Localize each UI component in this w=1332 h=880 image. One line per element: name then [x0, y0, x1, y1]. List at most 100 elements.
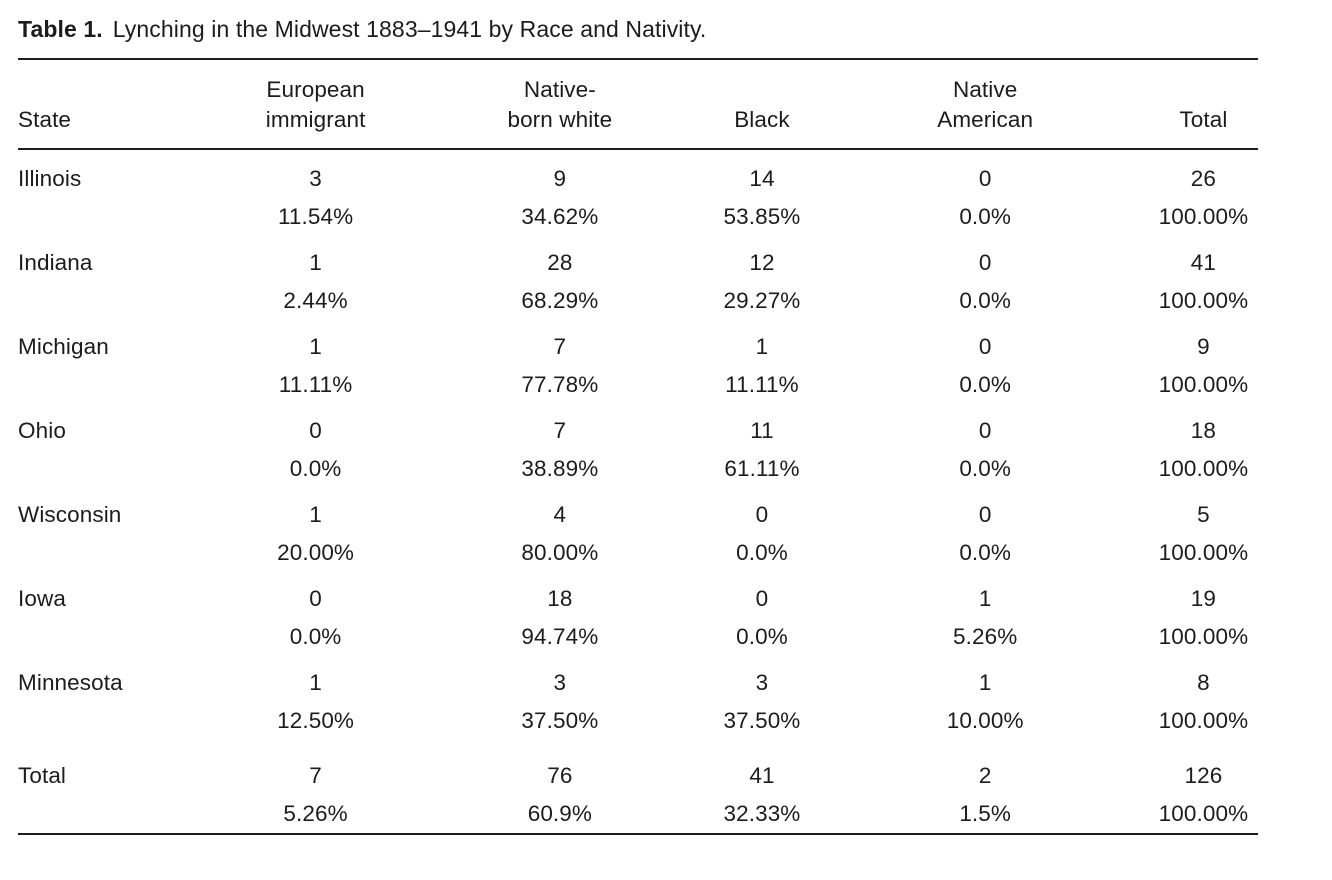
- cell: 1 11.11%: [214, 320, 417, 404]
- count-value: 0: [978, 166, 992, 191]
- percent-value: 5.26%: [283, 801, 348, 826]
- table-row-total: Total 7 5.26% 76 60.9% 41 32.33% 2 1.5%: [18, 740, 1258, 834]
- count-value: 0: [978, 334, 992, 359]
- table-row-minnesota: Minnesota 1 12.50% 3 37.50% 3 37.50% 1 1…: [18, 656, 1258, 740]
- header-line: State: [18, 107, 72, 132]
- count-value: 11: [750, 418, 774, 443]
- count-value: 7: [553, 418, 567, 443]
- count-value: 7: [309, 763, 322, 788]
- percent-value: 100.00%: [1158, 801, 1249, 826]
- cell: 1 10.00%: [821, 656, 1148, 740]
- cell: 1 2.44%: [214, 236, 417, 320]
- percent-value: 53.85%: [723, 204, 801, 229]
- cell: 12 29.27%: [702, 236, 821, 320]
- count-value: 3: [553, 670, 567, 695]
- count-value: 0: [978, 418, 992, 443]
- cell: 3 11.54%: [214, 149, 417, 236]
- table-row-illinois: Illinois 3 11.54% 9 34.62% 14 53.85% 0 0…: [18, 149, 1258, 236]
- cell: 0 0.0%: [821, 488, 1148, 572]
- percent-value: 0.0%: [736, 624, 788, 649]
- count-value: 76: [547, 763, 573, 788]
- count-value: 26: [1190, 166, 1217, 191]
- count-value: 1: [978, 586, 992, 611]
- count-value: 0: [755, 586, 769, 611]
- percent-value: 100.00%: [1158, 540, 1249, 565]
- header-line: European: [266, 77, 365, 102]
- column-header-european-immigrant: European immigrant: [213, 59, 418, 150]
- table-row-indiana: Indiana 1 2.44% 28 68.29% 12 29.27% 0 0.…: [18, 236, 1258, 320]
- row-label: Total: [18, 763, 67, 788]
- count-value: 19: [1190, 586, 1217, 611]
- cell: 14 53.85%: [702, 149, 821, 236]
- header-row: State European immigrant Native- born wh…: [18, 59, 1258, 150]
- percent-value: 100.00%: [1158, 624, 1249, 649]
- count-value: 9: [1197, 334, 1210, 359]
- percent-value: 34.62%: [521, 204, 599, 229]
- header-line: born white: [507, 107, 613, 132]
- percent-value: 0.0%: [959, 540, 1011, 565]
- percent-value: 32.33%: [723, 801, 801, 826]
- percent-value: 100.00%: [1158, 708, 1249, 733]
- table-caption-label: Table 1.: [18, 16, 103, 42]
- cell: 0 0.0%: [821, 404, 1148, 488]
- row-label: Wisconsin: [18, 502, 122, 527]
- count-value: 0: [309, 418, 322, 443]
- percent-value: 0.0%: [289, 624, 342, 649]
- count-value: 1: [309, 670, 322, 695]
- cell: 0 0.0%: [214, 572, 417, 656]
- count-value: 12: [749, 250, 775, 275]
- table-caption: Table 1. Lynching in the Midwest 1883–194…: [18, 13, 1258, 45]
- cell: 4 80.00%: [417, 488, 702, 572]
- cell: 1 20.00%: [214, 488, 417, 572]
- cell: 41 32.33%: [702, 740, 821, 834]
- cell: 11 61.11%: [702, 404, 821, 488]
- count-value: 0: [978, 502, 992, 527]
- count-value: 3: [755, 670, 769, 695]
- table-caption-text: Lynching in the Midwest 1883–1941 by Rac…: [112, 16, 707, 42]
- percent-value: 12.50%: [277, 708, 355, 733]
- cell: 9 100.00%: [1149, 320, 1258, 404]
- percent-value: 5.26%: [953, 624, 1018, 649]
- table-row-wisconsin: Wisconsin 1 20.00% 4 80.00% 0 0.0% 0 0.0…: [18, 488, 1258, 572]
- count-value: 28: [547, 250, 573, 275]
- cell: 7 77.78%: [417, 320, 702, 404]
- cell: 1 12.50%: [214, 656, 417, 740]
- header-line: Black: [734, 107, 790, 132]
- percent-value: 94.74%: [521, 624, 599, 649]
- cell: 0 0.0%: [702, 488, 821, 572]
- percent-value: 68.29%: [521, 288, 599, 313]
- header-line: Native: [952, 77, 1018, 102]
- percent-value: 2.44%: [283, 288, 348, 313]
- cell: 7 38.89%: [417, 404, 702, 488]
- row-label: Indiana: [18, 250, 93, 275]
- cell: 1 5.26%: [821, 572, 1148, 656]
- percent-value: 0.0%: [959, 288, 1011, 313]
- count-value: 1: [309, 502, 322, 527]
- header-line: American: [937, 107, 1034, 132]
- table-row-michigan: Michigan 1 11.11% 7 77.78% 1 11.11% 0 0.…: [18, 320, 1258, 404]
- column-header-total: Total: [1148, 59, 1258, 150]
- percent-value: 38.89%: [521, 456, 599, 481]
- count-value: 1: [309, 250, 322, 275]
- table-row-ohio: Ohio 0 0.0% 7 38.89% 11 61.11% 0 0.0%: [18, 404, 1258, 488]
- percent-value: 11.54%: [277, 204, 354, 229]
- percent-value: 100.00%: [1158, 456, 1249, 481]
- column-header-black: Black: [702, 59, 822, 150]
- count-value: 126: [1184, 763, 1223, 788]
- percent-value: 1.5%: [959, 801, 1011, 826]
- row-label: Illinois: [18, 166, 82, 191]
- count-value: 14: [749, 166, 775, 191]
- cell: 5 100.00%: [1149, 488, 1258, 572]
- header-line: Native-: [523, 77, 596, 102]
- cell: 8 100.00%: [1149, 656, 1258, 740]
- cell: 18 94.74%: [417, 572, 702, 656]
- cell: 26 100.00%: [1149, 149, 1258, 236]
- cell: 41 100.00%: [1149, 236, 1258, 320]
- percent-value: 0.0%: [959, 204, 1011, 229]
- percent-value: 0.0%: [736, 540, 788, 565]
- cell: 9 34.62%: [417, 149, 702, 236]
- count-value: 8: [1197, 670, 1210, 695]
- cell: 28 68.29%: [417, 236, 702, 320]
- count-value: 1: [978, 670, 992, 695]
- count-value: 41: [1190, 250, 1217, 275]
